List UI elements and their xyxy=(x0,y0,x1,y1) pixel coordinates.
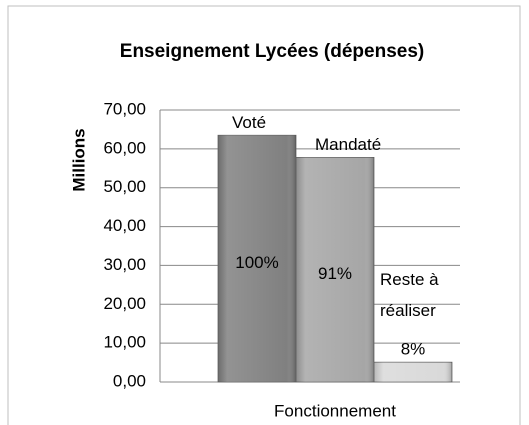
series-name: Mandaté xyxy=(315,135,382,155)
y-tick-label: 70,00 xyxy=(103,99,146,118)
series-name: Voté xyxy=(232,113,267,133)
y-tick-label: 0,00 xyxy=(113,371,146,390)
data-label: 91% xyxy=(318,264,352,283)
data-label: 8% xyxy=(401,340,426,359)
y-tick-label: 10,00 xyxy=(103,333,146,352)
y-tick-label: 50,00 xyxy=(103,177,146,196)
y-tick-label: 40,00 xyxy=(103,216,146,235)
chart-title: Enseignement Lycées (dépenses) xyxy=(120,41,424,62)
data-label: 100% xyxy=(235,253,278,272)
y-tick-label: 20,00 xyxy=(103,294,146,313)
bar-shade xyxy=(296,157,374,382)
y-tick-label: 60,00 xyxy=(103,138,146,157)
bar-shade xyxy=(218,135,296,382)
series-name: Reste à réaliser xyxy=(380,270,439,321)
chart-border xyxy=(7,5,521,425)
y-tick-label: 30,00 xyxy=(103,255,146,274)
y-axis-label: Millions xyxy=(69,128,88,191)
bar-shade xyxy=(374,362,452,382)
x-tick-label: Fonctionnement xyxy=(274,401,396,420)
